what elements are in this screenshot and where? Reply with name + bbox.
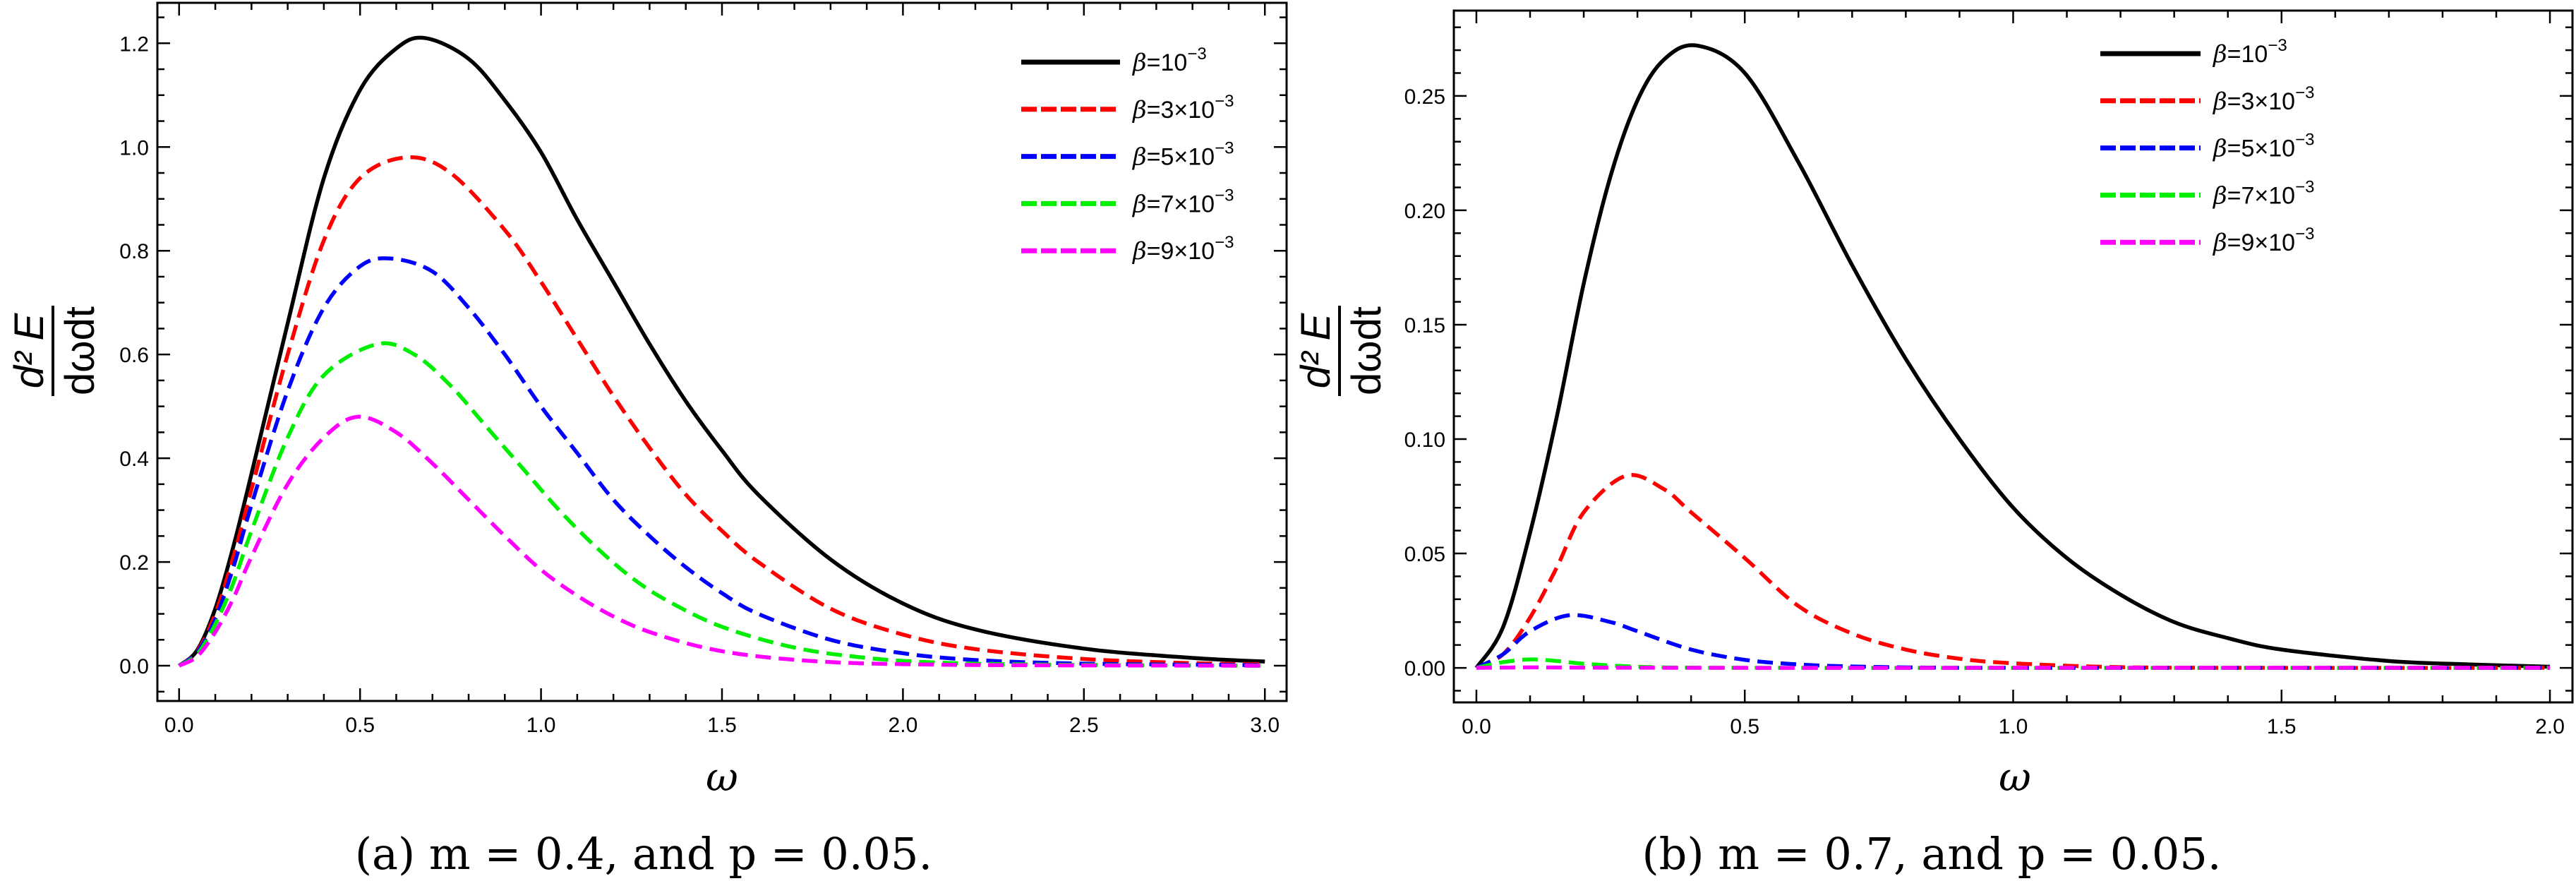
y-tick-label: 0.10 [1404,428,1445,452]
y-tick-label: 0.15 [1404,314,1445,337]
legend-item: β=10−3 [1021,44,1207,77]
x-tick-label: 1.0 [526,714,556,737]
legend-item: β=7×10−3 [1021,186,1234,218]
plot-frame [156,1,1288,702]
y-label-denominator: dωdt [1344,306,1390,395]
legend-item: β=7×10−3 [2100,177,2314,210]
legend-item: β=10−3 [2100,36,2287,68]
series-line-3 [178,256,1265,668]
series-line-5 [1476,665,2551,670]
series-line-4 [178,341,1265,668]
series-line-2 [1475,473,2551,670]
legend-item: β=5×10−3 [2100,131,2314,163]
legend-item: β=9×10−3 [2100,224,2314,257]
legend-item: β=9×10−3 [1021,233,1234,265]
legend-label: β=5×10−3 [2212,131,2314,163]
panel-caption: (b) m = 0.7, and p = 0.05. [1642,828,2221,880]
y-label-numerator: d² E [1293,313,1339,389]
plot-area [1474,43,2551,670]
legend-label: β=3×10−3 [1131,92,1234,124]
legend-item: β=3×10−3 [1021,92,1234,124]
series-line-1 [177,35,1265,668]
x-tick-label: 2.0 [889,714,918,737]
legend-label: β=7×10−3 [2212,177,2314,210]
legend-label: β=9×10−3 [1131,233,1234,265]
y-label-numerator: d² E [6,313,52,389]
panel-b: 0.0 0.5 1.0 1.5 2.0 0.00 0.05 0.10 0.15 0.20 0.25 d… [1293,9,2574,880]
plot-frame [1452,9,2574,704]
legend-item: β=3×10−3 [2100,83,2314,116]
y-tick-label: 0.0 [119,655,149,678]
y-tick-label: 1.0 [119,136,149,160]
x-tick-label: 0.5 [1730,715,1759,738]
x-axis-label: ω [1999,755,2031,801]
y-tick-label: 0.6 [119,344,149,367]
y-tick-label: 0.25 [1404,85,1445,109]
x-tick-label: 1.5 [2267,715,2297,738]
x-tick-label: 1.5 [707,714,737,737]
x-tick-label: 2.0 [2535,715,2565,738]
x-tick-label: 2.5 [1069,714,1099,737]
series-line-2 [178,155,1265,668]
legend-label: β=10−3 [2212,36,2287,68]
y-tick-label: 0.20 [1404,200,1445,223]
panel-a: 0.0 0.5 1.0 1.5 2.0 2.5 3.0 0.0 0.2 0.4 0.6 0.8 1.0 1… [6,1,1288,880]
x-tick-label: 0.0 [1462,715,1491,738]
x-axis-label: ω [706,755,738,801]
y-tick-label: 0.00 [1404,657,1445,681]
y-tick-label: 0.4 [119,448,149,471]
legend-item: β=5×10−3 [1021,139,1234,172]
legend-label: β=10−3 [1131,44,1207,77]
legend-label: β=7×10−3 [1131,186,1234,218]
x-tick-label: 1.0 [1999,715,2028,738]
y-tick-label: 1.2 [119,32,149,56]
series-line-5 [178,414,1265,668]
y-tick-label: 0.2 [119,551,149,575]
y-tick-label: 0.8 [119,240,149,263]
x-tick-label: 3.0 [1250,714,1280,737]
legend: β=10−3 β=3×10−3 β=5×10−3 β=7×10−3 β=9×10−3 [2100,36,2314,257]
x-tick-label: 0.0 [164,714,194,737]
panel-caption: (a) m = 0.4, and p = 0.05. [355,828,932,880]
y-label-denominator: dωdt [57,306,103,395]
y-tick-label: 0.05 [1404,543,1445,566]
legend: β=10−3 β=3×10−3 β=5×10−3 β=7×10−3 β=9×10−3 [1021,44,1234,265]
x-tick-label: 0.5 [345,714,375,737]
legend-label: β=3×10−3 [2212,83,2314,116]
plot-area [177,35,1265,668]
series-line-1 [1474,43,2551,669]
legend-label: β=9×10−3 [2212,224,2314,257]
legend-label: β=5×10−3 [1131,139,1234,172]
series-line-3 [1475,613,2551,670]
